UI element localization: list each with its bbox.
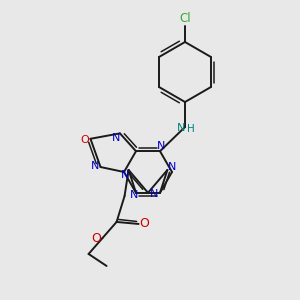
Text: N: N (112, 134, 120, 143)
Text: N: N (130, 190, 138, 200)
Text: N: N (91, 161, 100, 171)
Text: N: N (150, 189, 158, 199)
Text: H: H (187, 124, 195, 134)
Text: N: N (168, 162, 177, 172)
Text: N: N (120, 170, 129, 180)
Text: Cl: Cl (179, 13, 191, 26)
Text: N: N (157, 141, 165, 151)
Text: N: N (177, 123, 185, 133)
Text: O: O (92, 232, 101, 245)
Text: O: O (140, 218, 149, 230)
Text: O: O (80, 135, 89, 145)
